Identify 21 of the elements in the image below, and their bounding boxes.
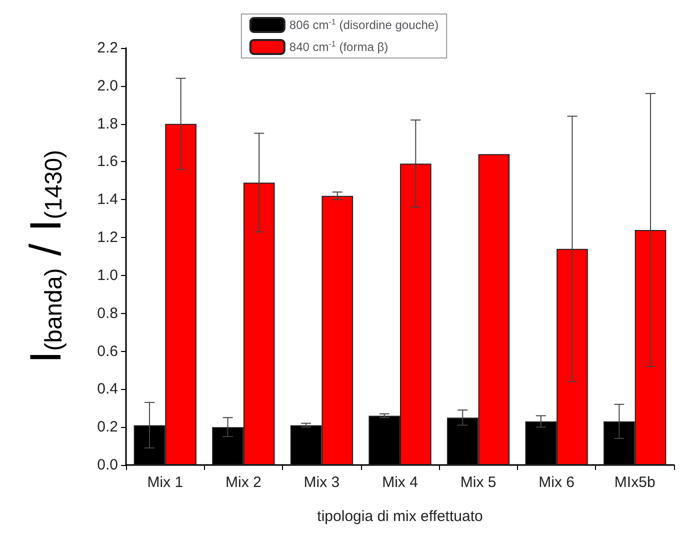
- y-tick-label: 1.4: [97, 191, 118, 208]
- x-tick-label: MIx5b: [614, 474, 656, 491]
- y-tick-label: 0.0: [97, 456, 118, 474]
- x-tick-label: Mix 3: [304, 474, 340, 491]
- y-tick-label: 0.2: [97, 418, 118, 436]
- x-axis-title: tipologia di mix effettuato: [317, 508, 483, 525]
- x-tick-label: Mix 5: [460, 474, 496, 491]
- y-tick-label: 1.8: [97, 115, 118, 132]
- y-tick-label: 1.0: [97, 266, 118, 284]
- y-tick-label: 1.2: [97, 229, 118, 246]
- x-tick-label: Mix 4: [382, 474, 418, 491]
- y-axis-title: I(banda) / I(1430): [22, 150, 70, 364]
- x-tick-label: Mix 1: [147, 474, 184, 491]
- y-tick-label: 0.8: [97, 304, 118, 322]
- y-tick-label: 0.6: [97, 342, 118, 360]
- y-tick-label: 2.2: [97, 40, 118, 56]
- y-tick-label: 1.6: [97, 153, 118, 170]
- x-tick-label: Mix 2: [226, 474, 262, 491]
- y-tick-label: 2.0: [97, 77, 118, 94]
- y-tick-label: 0.4: [97, 380, 118, 398]
- x-tick-label: Mix 6: [538, 474, 574, 491]
